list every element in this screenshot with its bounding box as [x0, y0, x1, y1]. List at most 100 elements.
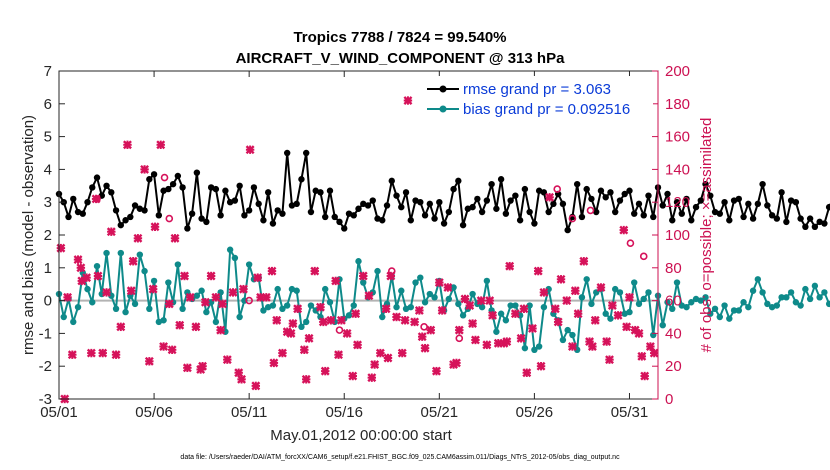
- bias-point: [350, 302, 357, 309]
- rmse-point: [383, 202, 391, 209]
- assimilated-obs-marker: [454, 325, 464, 335]
- bias-point: [326, 299, 334, 306]
- y-right-tick-label: 140: [665, 161, 690, 178]
- assimilated-obs-marker: [218, 299, 227, 309]
- rmse-point: [402, 189, 410, 196]
- rmse-point: [184, 225, 191, 232]
- assimilated-obs-marker: [67, 350, 77, 360]
- assimilated-obs-marker: [434, 278, 444, 288]
- rmse-point: [716, 210, 723, 217]
- rmse-point: [550, 200, 557, 208]
- x-tick-label: 05/01: [40, 404, 78, 421]
- assimilated-obs-marker: [185, 292, 195, 302]
- possible-obs-marker: [420, 323, 428, 331]
- bias-point: [160, 317, 167, 324]
- rmse-point: [298, 176, 305, 183]
- rmse-point: [735, 195, 743, 203]
- rmse-series-layer: [55, 149, 830, 234]
- rmse-point: [122, 217, 129, 224]
- rmse-point: [811, 223, 819, 230]
- y-right-tick-label: 40: [665, 325, 682, 342]
- rmse-point: [673, 199, 681, 206]
- possible-obs-marker: [626, 239, 635, 247]
- bias-point: [421, 299, 429, 306]
- rmse-point: [379, 217, 386, 224]
- assimilated-obs-marker: [164, 299, 174, 309]
- y-tick-label: -1: [39, 325, 52, 342]
- assimilated-obs-marker: [602, 337, 612, 347]
- assimilated-obs-marker: [334, 350, 343, 360]
- assimilated-obs-marker: [550, 304, 560, 314]
- rmse-point: [279, 210, 286, 217]
- assimilated-obs-marker: [619, 225, 629, 235]
- bias-point: [165, 279, 172, 286]
- bias-point: [131, 300, 139, 308]
- assimilated-obs-marker: [293, 304, 303, 314]
- assimilated-obs-marker: [56, 243, 66, 253]
- assimilated-obs-marker: [93, 271, 103, 281]
- rmse-point: [274, 207, 281, 214]
- rmse-point: [112, 207, 120, 214]
- assimilated-obs-marker: [304, 333, 314, 343]
- bias-point: [640, 295, 647, 303]
- bias-point: [602, 310, 609, 317]
- assimilated-obs-marker: [522, 368, 532, 378]
- assimilated-obs-marker: [211, 292, 221, 302]
- rmse-point: [326, 187, 334, 194]
- rmse-point: [350, 212, 357, 219]
- rmse-line: [58, 152, 830, 232]
- rmse-point: [89, 184, 96, 191]
- rmse-point: [483, 197, 491, 204]
- bias-point: [412, 279, 419, 286]
- bias-point: [797, 302, 804, 309]
- rmse-point: [573, 180, 581, 188]
- rmse-point: [540, 189, 548, 196]
- assimilated-obs-marker: [182, 363, 192, 373]
- rmse-point: [369, 197, 376, 204]
- assimilated-obs-marker: [316, 302, 325, 312]
- rmse-point: [578, 213, 586, 221]
- assimilated-obs-marker: [180, 271, 189, 281]
- assimilated-obs-marker: [267, 266, 277, 276]
- rmse-point: [303, 149, 310, 157]
- x-axis-label: May.01,2012 00:00:00 start: [270, 427, 452, 444]
- bias-point: [669, 305, 676, 312]
- bias-point: [478, 303, 486, 311]
- assimilated-obs-marker: [502, 337, 512, 347]
- rmse-point: [436, 199, 443, 206]
- assimilated-obs-marker: [353, 340, 362, 350]
- rmse-point: [806, 215, 814, 222]
- obs-count-layer: [56, 96, 659, 404]
- bias-point: [531, 346, 538, 353]
- rmse-point: [588, 195, 595, 203]
- assimilated-obs-marker: [622, 322, 632, 332]
- rmse-point: [650, 213, 657, 221]
- rmse-point: [583, 185, 590, 193]
- rmse-point: [707, 192, 714, 199]
- rmse-point: [455, 177, 462, 185]
- possible-obs-marker: [455, 334, 464, 343]
- y-tick-label: 4: [44, 161, 52, 178]
- rmse-point: [217, 212, 224, 219]
- rmse-point: [526, 208, 533, 216]
- bias-point: [821, 289, 828, 296]
- rmse-point: [621, 190, 628, 198]
- bias-point: [540, 303, 548, 311]
- assimilated-obs-marker: [167, 345, 177, 355]
- rmse-point: [445, 208, 453, 216]
- possible-obs-marker: [553, 185, 562, 193]
- rmse-point: [512, 192, 519, 199]
- rmse-point: [488, 180, 495, 188]
- legend-box: [424, 76, 653, 120]
- assimilated-obs-marker: [510, 309, 520, 319]
- rmse-point: [131, 202, 139, 209]
- assimilated-obs-marker: [191, 322, 201, 332]
- y-tick-label: -2: [39, 358, 52, 375]
- bias-point: [112, 305, 120, 312]
- bias-point: [745, 303, 752, 311]
- assimilated-obs-marker: [649, 348, 659, 358]
- assimilated-obs-marker: [239, 284, 248, 294]
- x-tick-label: 05/21: [421, 404, 459, 421]
- legend-rmse-marker: [439, 85, 447, 93]
- bias-point: [150, 277, 158, 285]
